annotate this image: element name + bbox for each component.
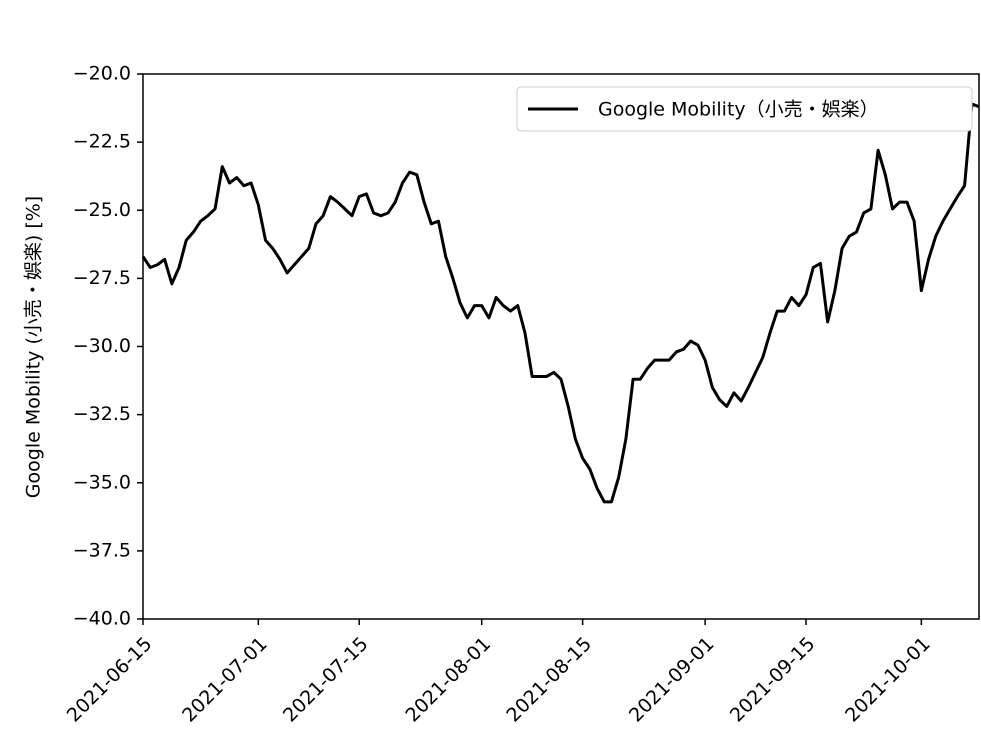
legend-label: Google Mobility（小売・娯楽） xyxy=(598,99,879,121)
y-tick-label: −40.0 xyxy=(73,608,131,630)
x-tick-label: 2021-09-01 xyxy=(625,633,719,727)
y-tick-label: −27.5 xyxy=(73,267,131,289)
x-tick-label: 2021-07-15 xyxy=(279,633,373,727)
data-line xyxy=(141,102,980,504)
y-tick-label: −20.0 xyxy=(73,63,131,85)
x-tick-label: 2021-09-15 xyxy=(726,633,820,727)
y-axis-label: Google Mobility (小売・娯楽) [%] xyxy=(23,196,45,498)
x-tick-label: 2021-08-01 xyxy=(402,633,496,727)
plot-frame xyxy=(142,73,980,620)
x-tick-label: 2021-06-15 xyxy=(63,633,157,727)
y-tick-label: −37.5 xyxy=(73,539,131,561)
x-tick-label: 2021-10-01 xyxy=(841,633,935,727)
y-tick-label: −35.0 xyxy=(73,471,131,493)
legend-box xyxy=(516,86,973,132)
y-tick-label: −30.0 xyxy=(73,335,131,357)
x-tick-label: 2021-07-01 xyxy=(178,633,272,727)
y-tick-label: −25.0 xyxy=(73,199,131,221)
y-tick-label: −32.5 xyxy=(73,403,131,425)
y-tick-label: −22.5 xyxy=(73,131,131,153)
x-tick-label: 2021-08-15 xyxy=(502,633,596,727)
